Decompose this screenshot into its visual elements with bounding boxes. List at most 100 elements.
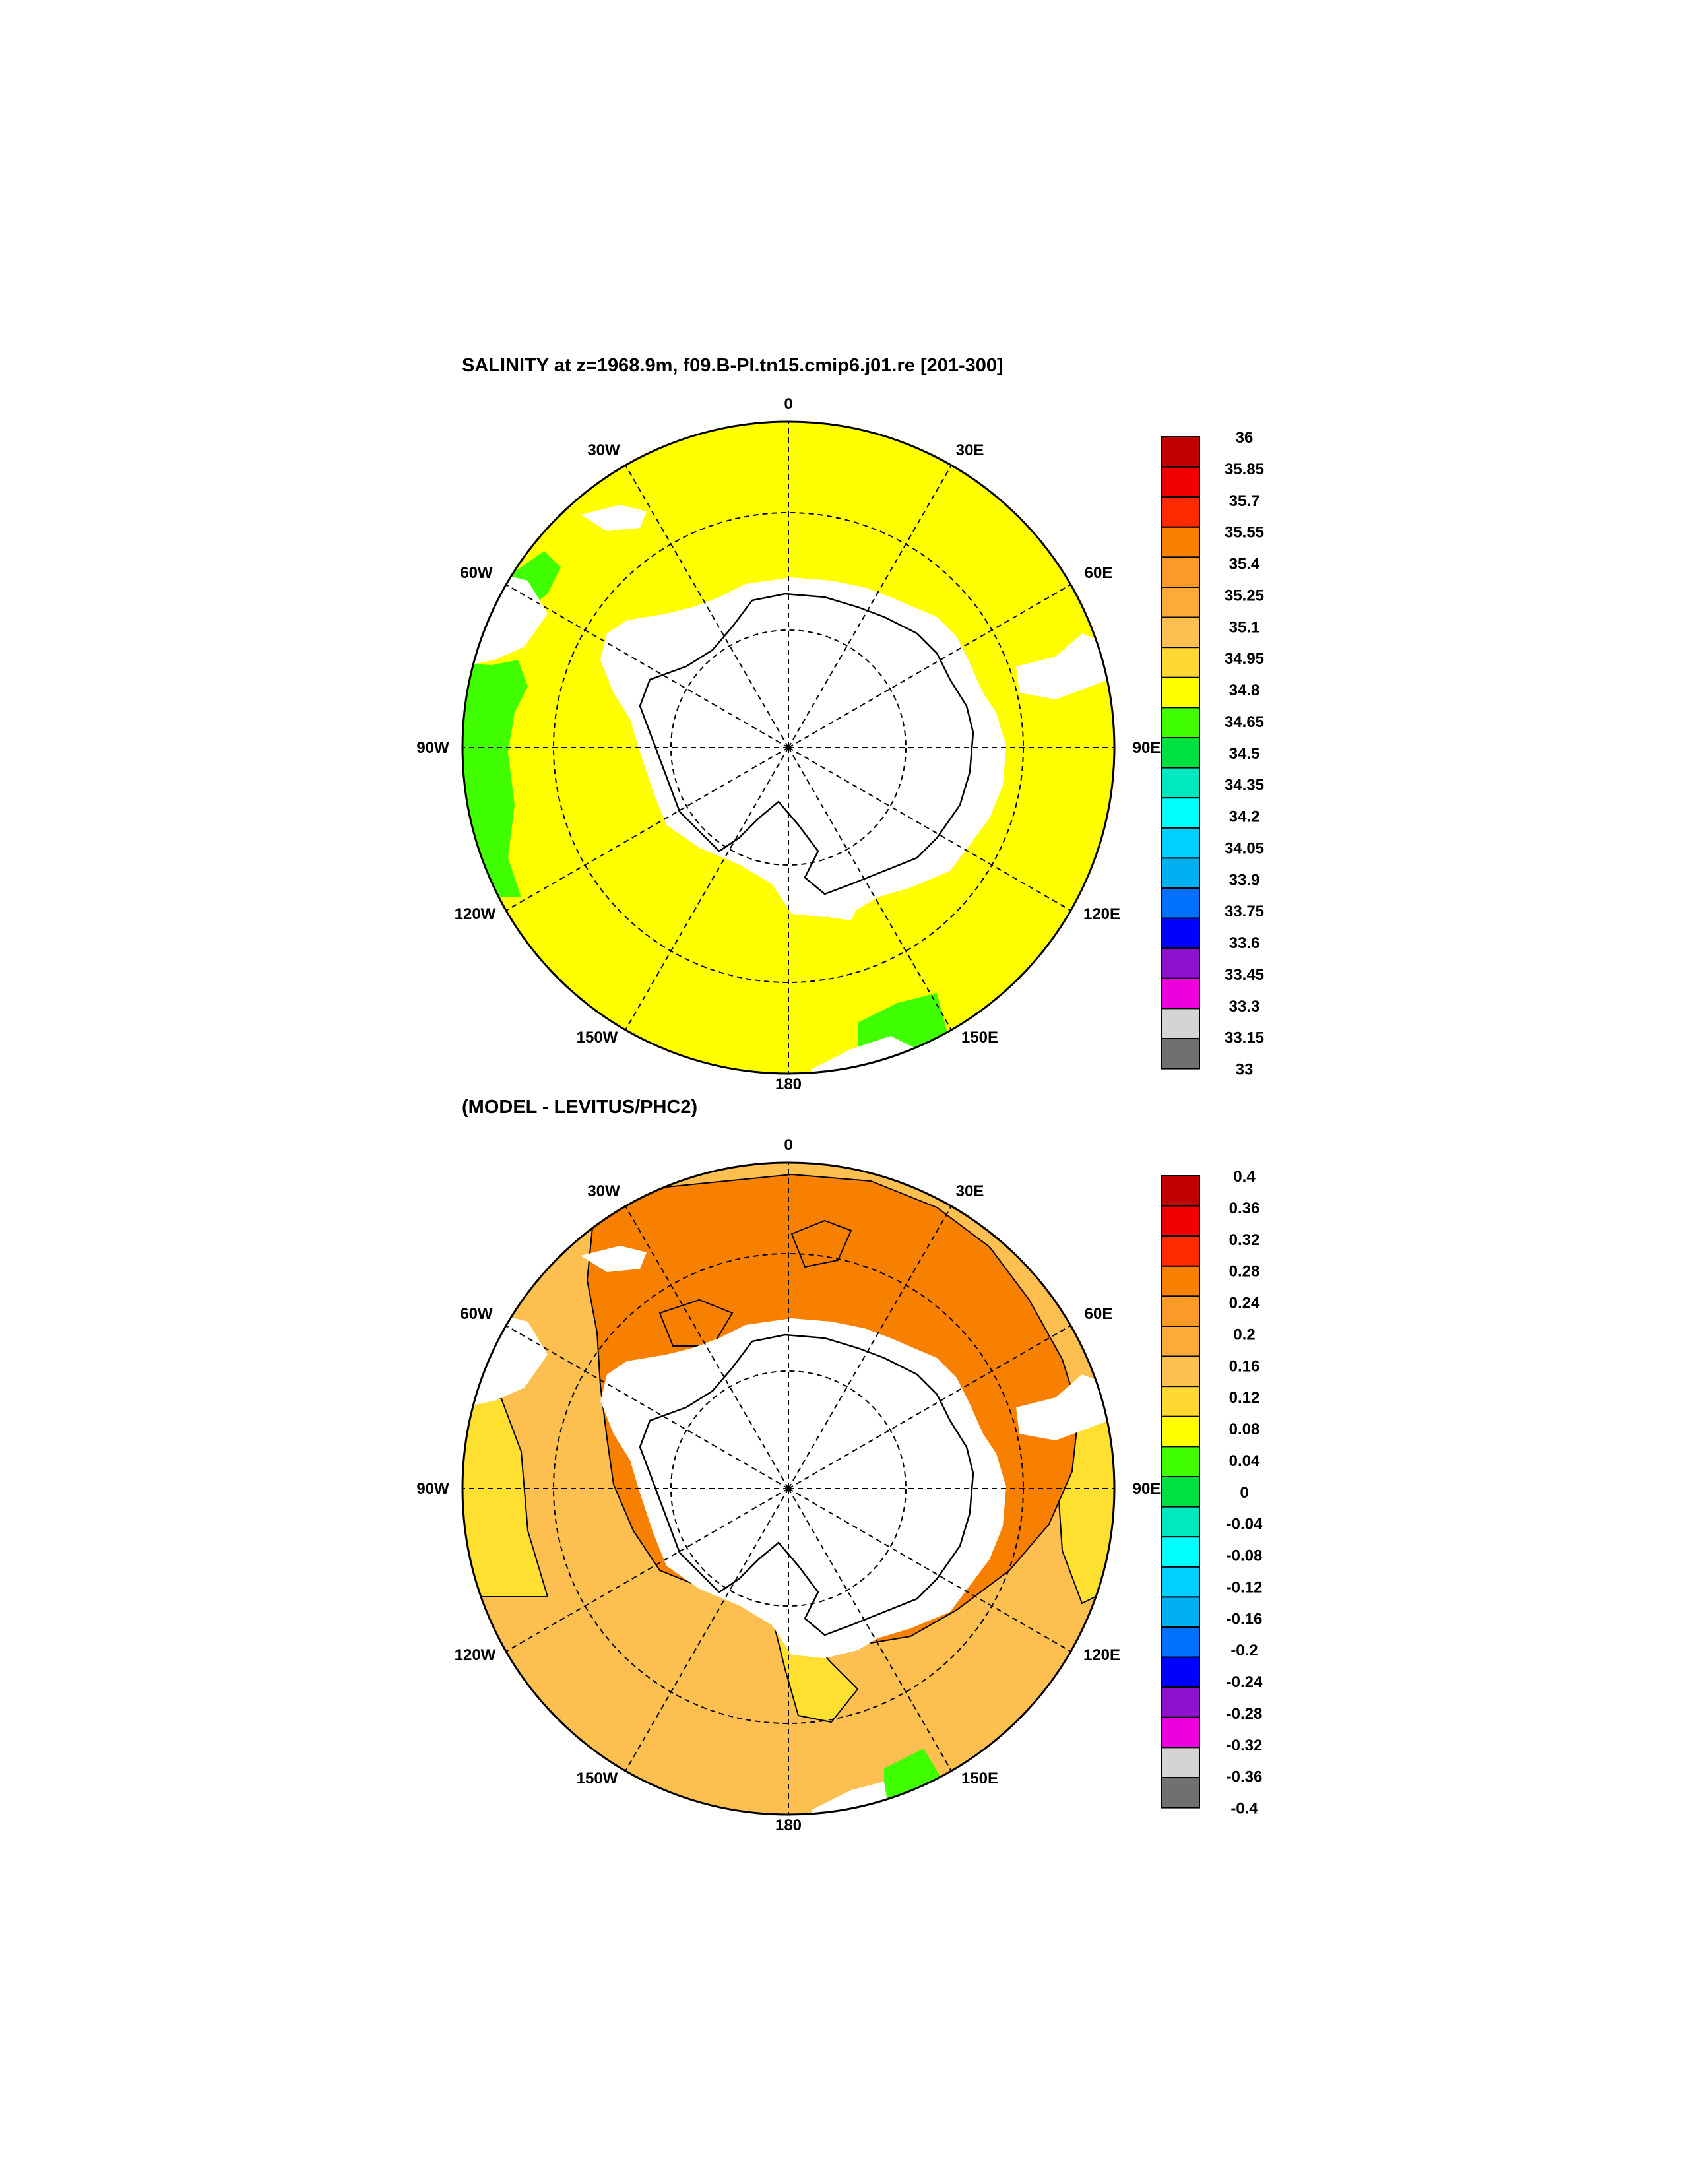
colorbar-swatch	[1161, 1295, 1200, 1328]
colorbar-label: 34.2	[1229, 808, 1260, 826]
antarctica-coastline	[639, 593, 974, 895]
salinity-panel: SALINITY at z=1968.9m, f09.B-PI.tn15.cmi…	[416, 355, 1264, 1093]
colorbar-label: 33.75	[1225, 903, 1264, 920]
colorbar-swatch	[1161, 1175, 1200, 1207]
colorbar-swatch	[1161, 1355, 1200, 1388]
colorbar-swatch	[1161, 1686, 1200, 1718]
colorbar-swatch	[1161, 647, 1200, 678]
colorbar-swatch	[1161, 1626, 1200, 1658]
colorbar-swatch	[1161, 1656, 1200, 1688]
colorbar-label: -0.32	[1227, 1737, 1263, 1754]
lon-label: 150W	[577, 1029, 618, 1046]
lon-label: 30W	[587, 1182, 620, 1200]
colorbar-swatch	[1161, 436, 1200, 468]
colorbar-label: 34.35	[1225, 777, 1264, 794]
colorbar-swatch	[1161, 1506, 1200, 1538]
colorbar-label: 34.65	[1225, 713, 1264, 731]
colorbar-label: 35.7	[1229, 492, 1260, 510]
colorbar-label: -0.4	[1230, 1800, 1258, 1818]
colorbar-label: 35.85	[1225, 461, 1264, 478]
antarctica-ice-mask	[600, 1318, 1006, 1658]
lon-label: 150W	[577, 1770, 618, 1787]
ice-patch	[1016, 633, 1114, 699]
antarctica-ice-mask	[600, 577, 1006, 917]
map-border	[461, 1161, 1116, 1816]
ice-patch	[581, 505, 647, 531]
colorbar-swatch	[1161, 1566, 1200, 1598]
difference-region-0.28	[790, 1219, 852, 1268]
colorbar-swatch	[1161, 887, 1200, 919]
lon-label: 150E	[961, 1029, 998, 1046]
colorbar-swatch	[1161, 1205, 1200, 1237]
difference-region-0.12	[462, 1384, 549, 1597]
colorbar-swatch	[1161, 676, 1200, 709]
lon-label: 120E	[1083, 905, 1120, 923]
panel-title: SALINITY at z=1968.9m, f09.B-PI.tn15.cmi…	[462, 355, 1004, 376]
lon-label: 180	[775, 1816, 802, 1834]
colorbar-swatch	[1161, 1235, 1200, 1267]
lon-label: 60E	[1085, 1305, 1113, 1323]
polar-map	[462, 422, 1114, 1074]
ice-patch	[828, 897, 858, 920]
panel-title: (MODEL - LEVITUS/PHC2)	[462, 1097, 697, 1118]
difference-panel: (MODEL - LEVITUS/PHC2)	[416, 1097, 1263, 1834]
colorbar-label: 33.15	[1225, 1029, 1264, 1047]
colorbar-label: 34.95	[1225, 650, 1264, 668]
lon-label: 30E	[956, 1182, 984, 1200]
colorbar-swatch	[1161, 827, 1200, 859]
latitude-circle	[670, 629, 907, 866]
colorbar-swatch	[1161, 1326, 1200, 1357]
ice-patch	[581, 1246, 647, 1272]
colorbar-label: 0.32	[1229, 1231, 1260, 1249]
colorbar-label: -0.2	[1230, 1642, 1258, 1659]
colorbar-label: 33.6	[1229, 934, 1260, 952]
colorbar-label: 0.28	[1229, 1263, 1260, 1281]
longitude-labels: 0 30E 60E 90E 120E 150E 180 150W 120W 90…	[416, 1136, 1161, 1834]
colorbar-label: -0.16	[1227, 1610, 1263, 1628]
colorbar-label: 35.1	[1229, 618, 1260, 636]
lon-label: 150E	[961, 1770, 998, 1787]
lon-label: 30W	[587, 441, 620, 459]
colorbar-swatch	[1161, 767, 1200, 799]
meridians	[462, 1163, 1114, 1815]
colorbar-swatch	[1161, 1536, 1200, 1568]
colorbar-label: 0.4	[1233, 1168, 1256, 1186]
latitude-circle	[670, 1370, 907, 1607]
colorbar-swatch	[1161, 1386, 1200, 1417]
colorbar-label: 33	[1236, 1061, 1254, 1079]
lon-label: 120W	[455, 1646, 496, 1664]
colorbar-label: 35.25	[1225, 587, 1264, 604]
difference-region-0.28	[658, 1299, 734, 1347]
lon-label: 120W	[455, 905, 496, 923]
lon-label: 60E	[1085, 564, 1113, 582]
lon-label: 0	[784, 395, 792, 413]
colorbar-swatch	[1161, 526, 1200, 558]
colorbar-label: -0.12	[1227, 1578, 1263, 1596]
colorbar-swatch	[1161, 587, 1200, 618]
colorbar-label: 33.45	[1225, 966, 1264, 984]
lon-label: 90E	[1133, 739, 1161, 757]
colorbar-swatch	[1161, 556, 1200, 589]
colorbar-label: 33.3	[1229, 998, 1260, 1015]
colorbar-label: -0.24	[1227, 1673, 1263, 1691]
colorbar-label: 0.36	[1229, 1200, 1260, 1217]
colorbar-label: 0.2	[1233, 1326, 1255, 1343]
antarctica-coastline	[639, 1333, 974, 1636]
colorbar: 36 35.85 35.7 35.55 35.4 35.25 35.1 34.95 34.8 34…	[1161, 429, 1264, 1079]
polar-map	[462, 1163, 1114, 1815]
lon-label: 120E	[1083, 1646, 1120, 1664]
ice-patch	[1016, 1374, 1114, 1440]
colorbar-label: 0.24	[1229, 1295, 1260, 1312]
colorbar-swatch	[1161, 857, 1200, 889]
colorbar-swatch	[1161, 797, 1200, 829]
colorbar-swatch	[1161, 707, 1200, 739]
colorbar-swatch	[1161, 1008, 1200, 1040]
colorbar-swatch	[1161, 496, 1200, 528]
colorbar-label: 36	[1236, 429, 1254, 447]
colorbar-label: 34.8	[1229, 682, 1260, 699]
colorbar-swatch	[1161, 947, 1200, 979]
colorbar-swatch	[1161, 1415, 1200, 1448]
colorbar-label: -0.04	[1227, 1516, 1263, 1533]
colorbar-label: 34.05	[1225, 839, 1264, 857]
